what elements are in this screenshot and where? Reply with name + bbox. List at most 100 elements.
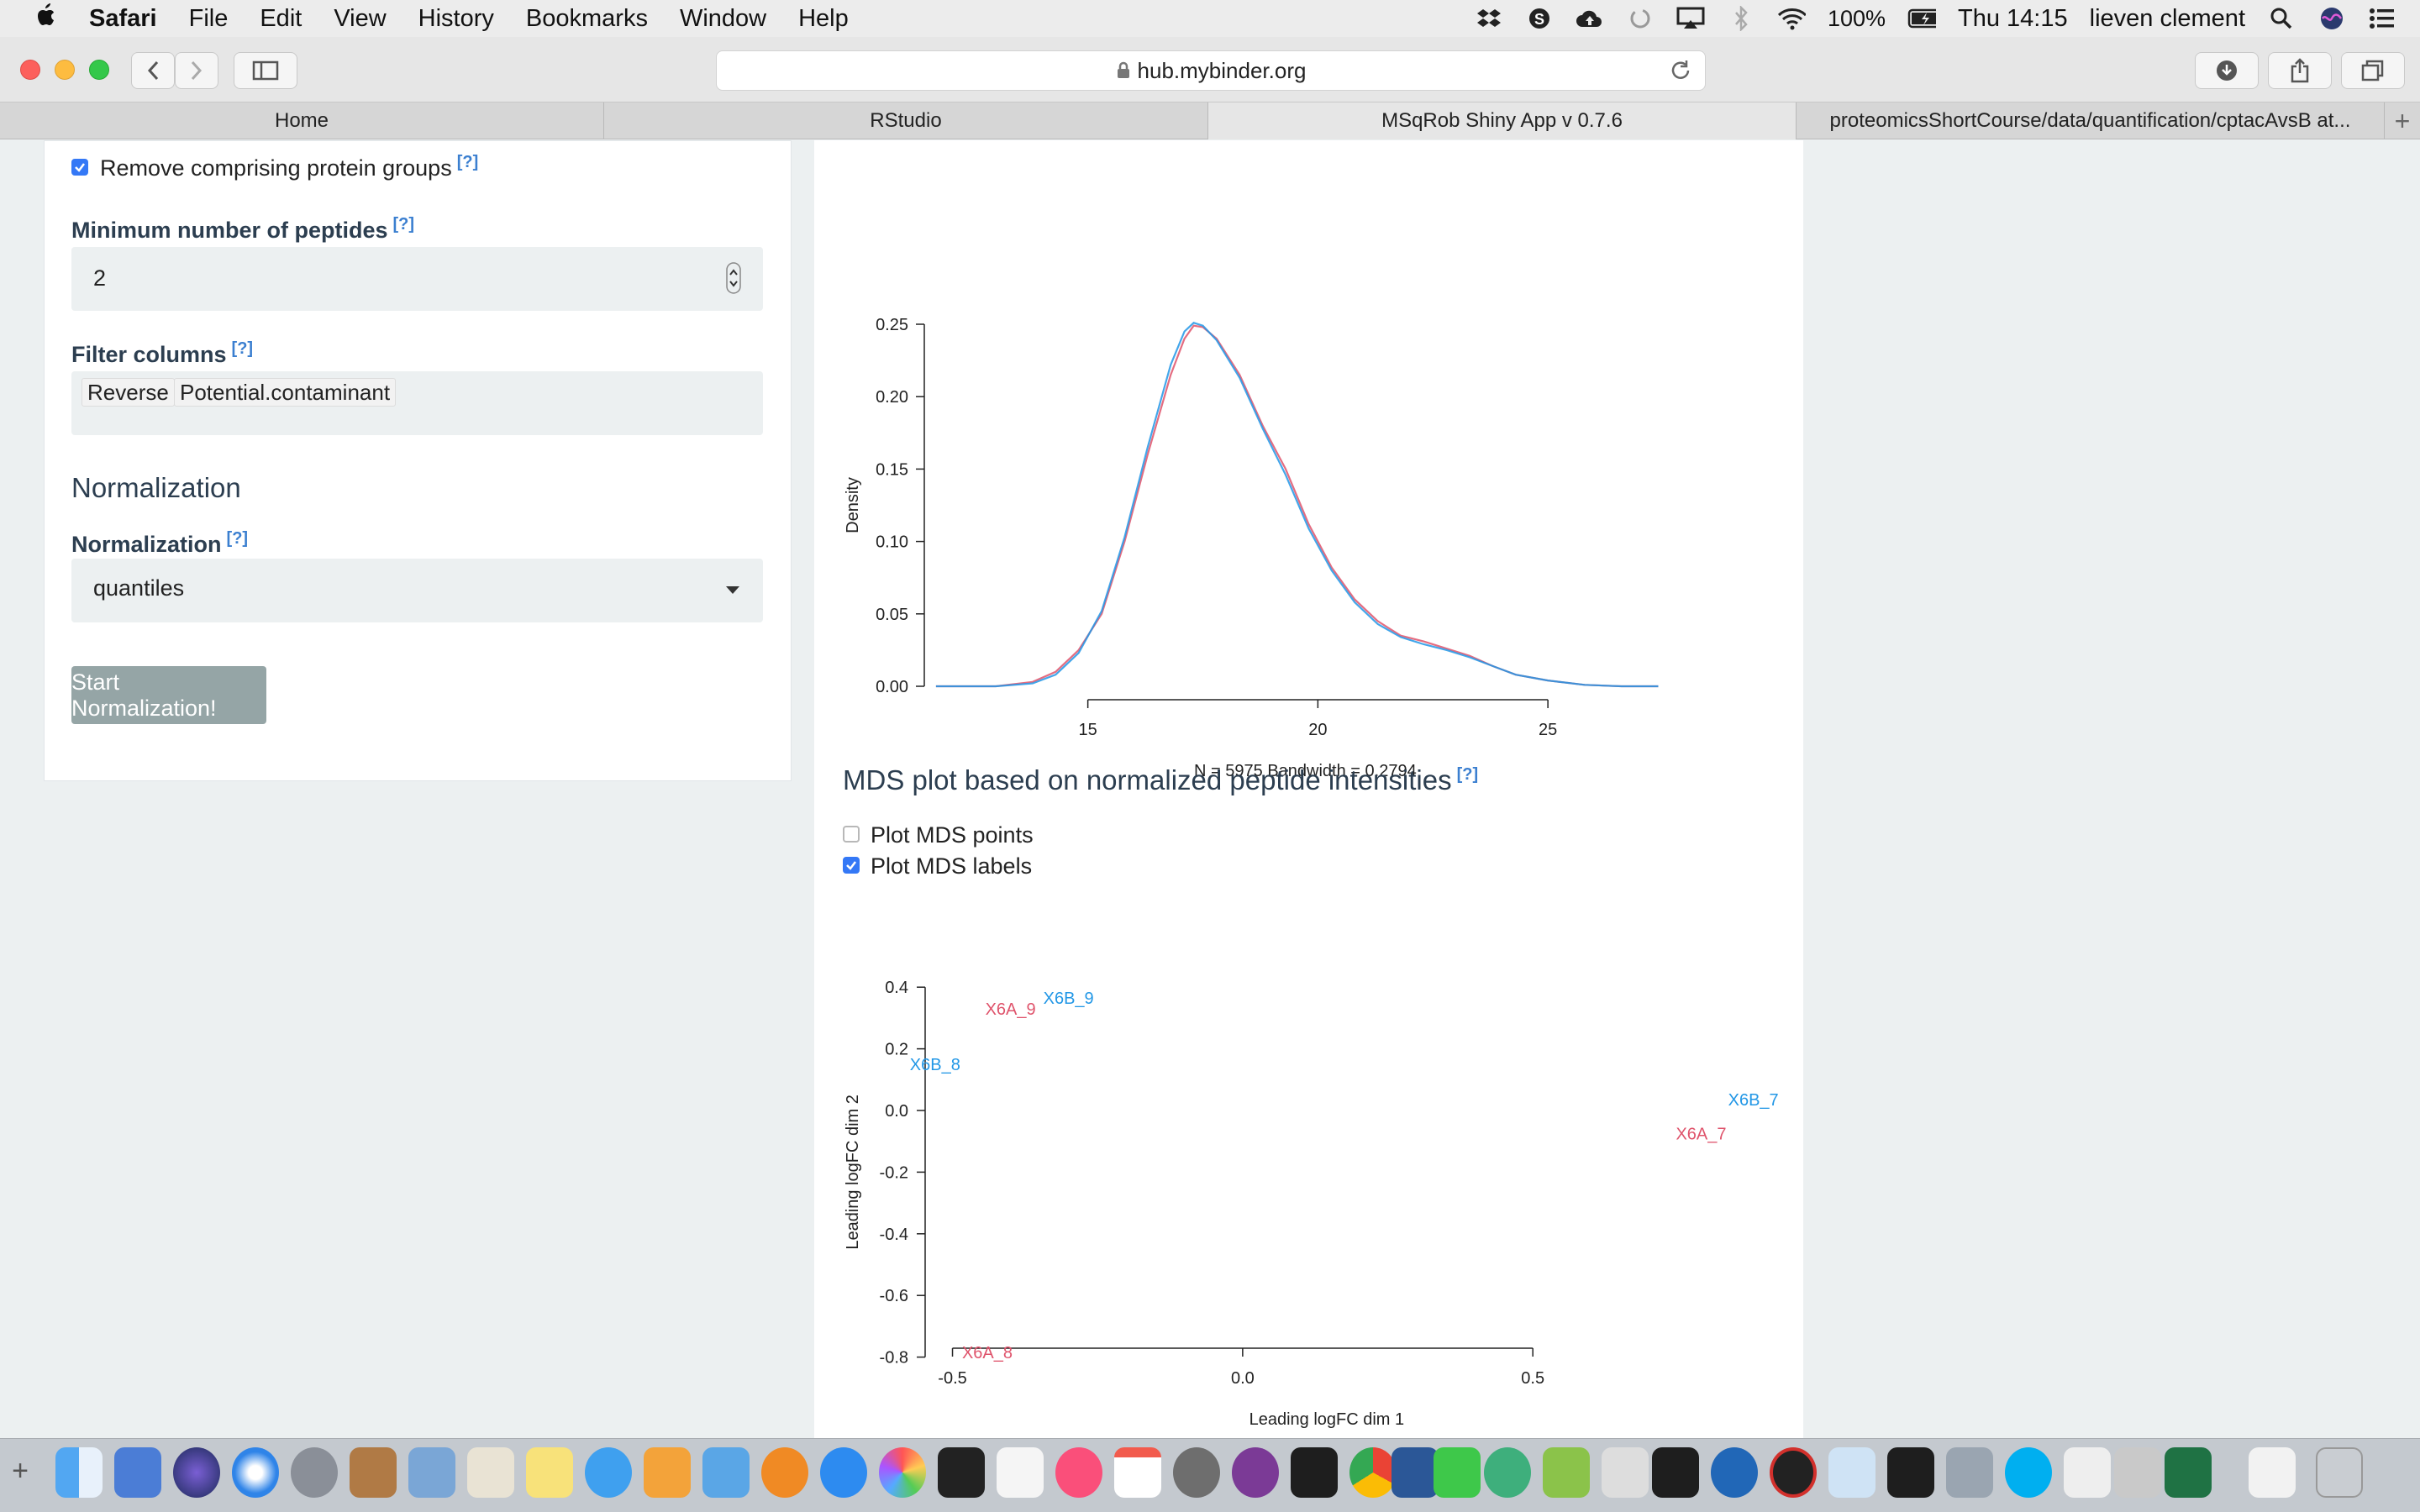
photos-icon[interactable] — [879, 1447, 926, 1498]
wifi-icon[interactable] — [1777, 6, 1806, 31]
launchpad-icon[interactable] — [291, 1447, 338, 1498]
skype-dock-icon[interactable] — [2005, 1447, 2052, 1498]
exec-icon[interactable] — [1652, 1447, 1699, 1498]
show-tabs-button[interactable] — [2341, 52, 2405, 89]
user-name[interactable]: lieven clement — [2089, 4, 2245, 32]
normalization-select[interactable]: quantiles — [71, 559, 763, 622]
y-tick-label: 0.15 — [876, 460, 908, 479]
preview-search-icon[interactable] — [1828, 1447, 1876, 1498]
dropbox-icon[interactable] — [1475, 6, 1503, 31]
spotlight-search-icon[interactable] — [2267, 6, 2296, 31]
document-icon[interactable] — [2064, 1447, 2111, 1498]
siri-dock-icon[interactable] — [173, 1447, 220, 1498]
help-link[interactable]: [?] — [456, 153, 479, 171]
x-tick-label: 15 — [1079, 721, 1097, 739]
numbers-icon[interactable] — [702, 1447, 750, 1498]
menu-edit[interactable]: Edit — [260, 4, 302, 32]
notes-icon[interactable] — [526, 1447, 573, 1498]
emacs-icon[interactable] — [1232, 1447, 1279, 1498]
tex-icon[interactable] — [1602, 1447, 1649, 1498]
word-icon[interactable] — [1392, 1447, 1439, 1498]
printer-icon[interactable] — [2114, 1447, 2161, 1498]
lock-icon — [1117, 61, 1129, 78]
new-tab-button[interactable]: + — [2394, 105, 2411, 136]
settings-panel: Remove comprising protein groups [?] Mini… — [44, 140, 792, 781]
trash-icon[interactable] — [2316, 1447, 2363, 1498]
share-button[interactable] — [2268, 52, 2332, 89]
menu-safari[interactable]: Safari — [89, 4, 157, 32]
remove-protein-groups-checkbox[interactable] — [71, 159, 88, 176]
pages-icon[interactable] — [644, 1447, 691, 1498]
mds-plot: -0.8 -0.6 -0.4 -0.2 0.0 0.2 0.4 -0.5 0.0 0.5 Leadi… — [844, 979, 1779, 1429]
reminders-icon[interactable] — [997, 1447, 1044, 1498]
forward-button[interactable] — [175, 52, 218, 89]
min-peptides-input[interactable]: 2 — [71, 247, 763, 311]
exec-icon[interactable] — [1887, 1447, 1934, 1498]
menu-view[interactable]: View — [334, 4, 387, 32]
minimize-window-button[interactable] — [55, 60, 75, 80]
atom-icon[interactable] — [1484, 1447, 1531, 1498]
sync-icon[interactable] — [1626, 6, 1655, 31]
airplay-icon[interactable] — [1676, 6, 1705, 31]
tab-msqrob-shiny-app[interactable]: MSqRob Shiny App v 0.7.6 — [1208, 102, 1797, 139]
preview-icon[interactable] — [467, 1447, 514, 1498]
filter-tag-reverse[interactable]: Reverse — [82, 378, 175, 407]
itunes-icon[interactable] — [1055, 1447, 1102, 1498]
chrome-icon[interactable] — [1349, 1447, 1397, 1498]
bluetooth-icon[interactable] — [1727, 6, 1755, 31]
downloads-button[interactable] — [2195, 52, 2259, 89]
menu-help[interactable]: Help — [798, 4, 849, 32]
menu-bookmarks[interactable]: Bookmarks — [525, 4, 648, 32]
image-capture-icon[interactable] — [1946, 1447, 1993, 1498]
filter-tag-contaminant[interactable]: Potential.contaminant — [174, 378, 397, 407]
facetime-icon[interactable] — [1434, 1447, 1481, 1498]
terminal-icon[interactable] — [938, 1447, 985, 1498]
messages-icon[interactable] — [585, 1447, 632, 1498]
plot-mds-labels-checkbox[interactable] — [843, 857, 860, 874]
tab-github-cptac[interactable]: proteomicsShortCourse/data/quantificatio… — [1797, 102, 2385, 139]
calendar-icon[interactable] — [1114, 1447, 1161, 1498]
mail-icon[interactable] — [408, 1447, 455, 1498]
finder-icon[interactable] — [55, 1447, 103, 1498]
reload-icon[interactable] — [1668, 58, 1693, 83]
help-link[interactable]: [?] — [231, 339, 254, 358]
number-stepper-icon[interactable] — [726, 262, 741, 294]
tab-rstudio[interactable]: RStudio — [604, 102, 1208, 139]
siri-icon[interactable] — [2317, 6, 2346, 31]
file-icon[interactable] — [2249, 1447, 2296, 1498]
start-normalization-button[interactable]: Start Normalization! — [71, 666, 266, 724]
help-link[interactable]: [?] — [226, 529, 249, 548]
omnifocus-icon[interactable] — [1543, 1447, 1590, 1498]
clock[interactable]: Thu 14:15 — [1958, 4, 2068, 32]
menu-history[interactable]: History — [418, 4, 494, 32]
address-bar[interactable]: hub.mybinder.org — [716, 50, 1706, 91]
filter-columns-select[interactable]: Reverse Potential.contaminant — [71, 371, 763, 435]
excel-icon[interactable] — [2165, 1447, 2212, 1498]
menu-window[interactable]: Window — [679, 4, 767, 32]
safari-icon[interactable] — [232, 1447, 279, 1498]
contacts-icon[interactable] — [350, 1447, 397, 1498]
battery-icon[interactable] — [1907, 6, 1937, 31]
keynote-icon[interactable] — [114, 1447, 161, 1498]
system-preferences-icon[interactable] — [1173, 1447, 1220, 1498]
notification-center-icon[interactable] — [2368, 6, 2396, 31]
screen-recorder-icon[interactable] — [1770, 1447, 1817, 1498]
sidebar-toggle-button[interactable] — [234, 52, 297, 89]
zoom-window-button[interactable] — [89, 60, 109, 80]
cloud-upload-icon[interactable] — [1576, 6, 1604, 31]
exec-icon[interactable] — [1291, 1447, 1338, 1498]
menu-file[interactable]: File — [188, 4, 229, 32]
help-link[interactable]: [?] — [392, 215, 415, 234]
close-window-button[interactable] — [20, 60, 40, 80]
tab-home[interactable]: Home — [0, 102, 604, 139]
r-icon[interactable] — [1711, 1447, 1758, 1498]
back-button[interactable] — [131, 52, 175, 89]
mds-point-label: X6A_7 — [1676, 1126, 1726, 1144]
ibooks-icon[interactable] — [761, 1447, 808, 1498]
app-store-icon[interactable] — [820, 1447, 867, 1498]
plot-mds-points-checkbox[interactable] — [843, 826, 860, 843]
y-axis-label: Leading logFC dim 2 — [844, 1095, 862, 1250]
skype-icon[interactable]: S — [1525, 6, 1554, 31]
apple-icon[interactable] — [32, 2, 66, 35]
help-link[interactable]: [?] — [1456, 765, 1479, 784]
